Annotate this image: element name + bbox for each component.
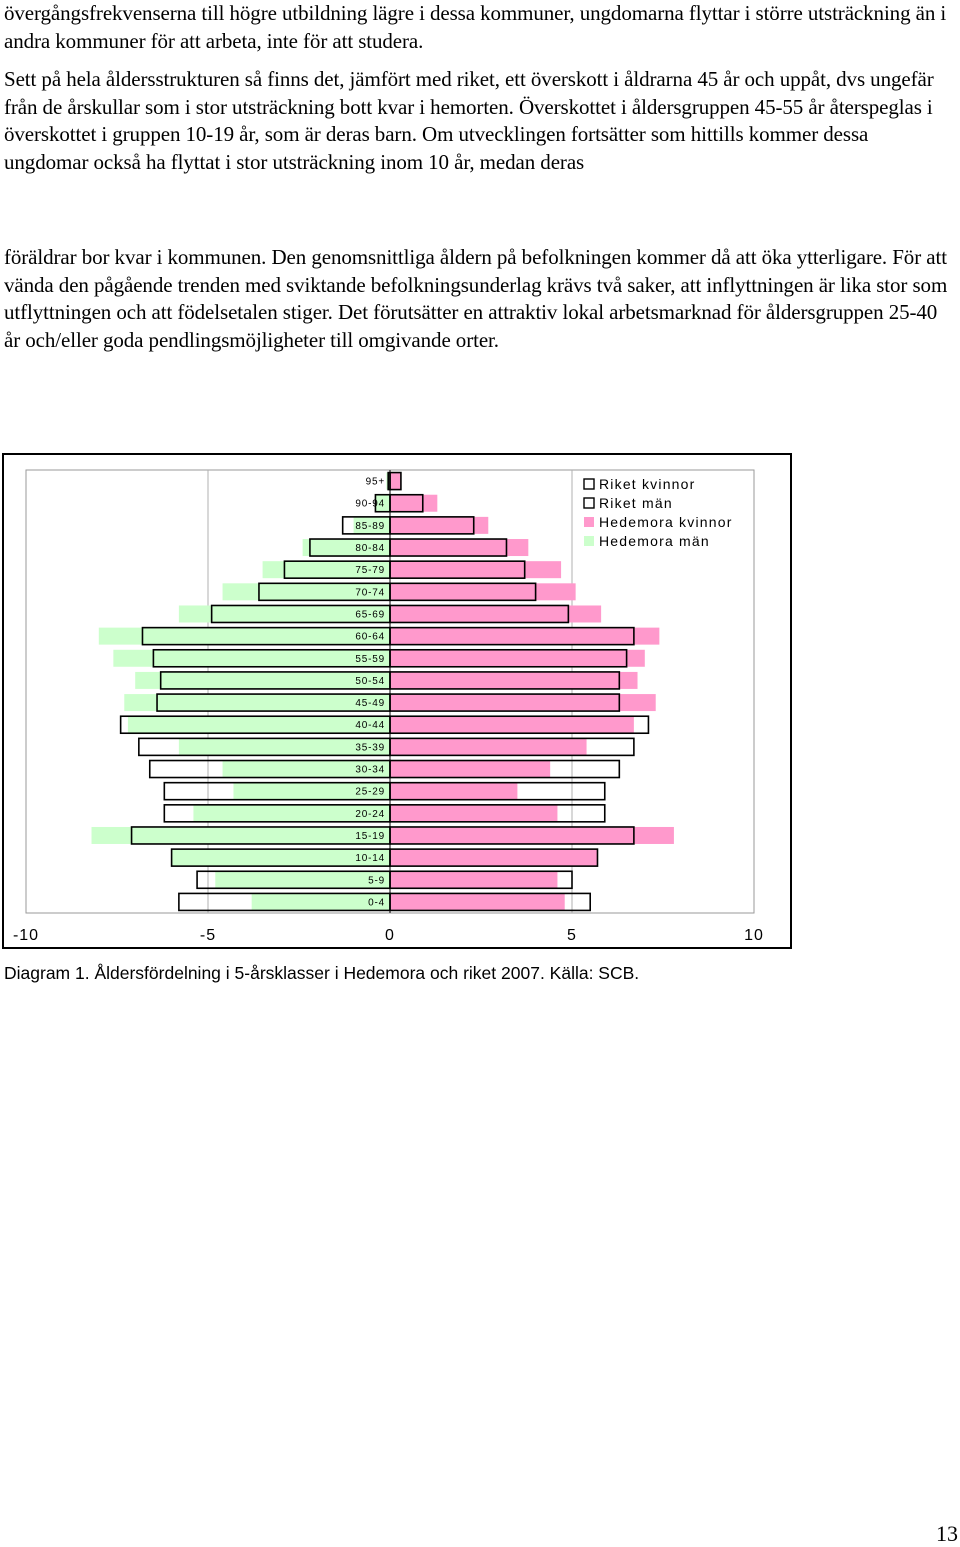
bar-hedemora-man-13 (222, 760, 390, 778)
age-label-12: 35-39 (355, 742, 385, 753)
population-pyramid-chart: 95+90-9485-8980-8475-7970-7465-6960-6455… (13, 469, 764, 944)
bar-hedemora-kvinnor-7 (390, 627, 660, 645)
paragraph-1: övergångsfrekvenserna till högre utbildn… (4, 1, 947, 53)
bar-hedemora-man-5 (222, 583, 390, 601)
x-tick-label-4: 10 (744, 927, 764, 944)
figure-caption: Diagram 1. Åldersfördelning i 5-årsklass… (4, 963, 640, 983)
x-tick-label-0: -10 (13, 927, 39, 944)
bar-hedemora-kvinnor-2 (390, 516, 489, 534)
age-label-6: 65-69 (355, 609, 385, 620)
page-number: 13 (936, 1521, 958, 1546)
bar-hedemora-man-19 (251, 893, 390, 911)
age-label-4: 75-79 (355, 565, 385, 576)
age-label-15: 20-24 (355, 809, 385, 820)
bar-hedemora-man-7 (98, 627, 391, 645)
bar-hedemora-man-15 (193, 804, 390, 822)
bar-hedemora-man-16 (91, 826, 391, 844)
bar-hedemora-kvinnor-8 (390, 649, 645, 667)
x-tick-label-3: 5 (567, 927, 577, 944)
age-label-10: 45-49 (355, 698, 385, 709)
bar-hedemora-kvinnor-14 (390, 782, 518, 800)
bar-hedemora-kvinnor-18 (390, 871, 558, 889)
bar-hedemora-man-17 (171, 849, 390, 867)
age-label-0: 95+ (366, 477, 385, 488)
legend-label-3: Hedemora män (599, 533, 710, 549)
age-label-9: 50-54 (355, 676, 385, 687)
age-label-14: 25-29 (355, 787, 385, 798)
legend-swatch-2 (584, 517, 594, 527)
age-label-16: 15-19 (355, 831, 385, 842)
x-tick-label-2: 0 (385, 927, 395, 944)
bar-hedemora-man-11 (127, 716, 391, 734)
bar-hedemora-kvinnor-5 (390, 583, 576, 601)
legend-label-2: Hedemora kvinnor (599, 514, 733, 530)
legend-swatch-3 (584, 536, 594, 546)
age-label-11: 40-44 (355, 720, 385, 731)
age-label-18: 5-9 (368, 875, 385, 886)
age-label-5: 70-74 (355, 587, 385, 598)
bar-hedemora-man-18 (215, 871, 390, 889)
legend-swatch-1 (583, 497, 595, 509)
bar-hedemora-man-10 (124, 694, 390, 712)
bar-hedemora-kvinnor-9 (390, 671, 638, 689)
bar-hedemora-kvinnor-4 (390, 561, 562, 579)
bar-hedemora-kvinnor-3 (390, 539, 529, 557)
bar-hedemora-kvinnor-13 (390, 760, 551, 778)
bar-hedemora-kvinnor-11 (390, 716, 634, 734)
bar-hedemora-man-4 (262, 561, 390, 579)
age-label-17: 10-14 (355, 853, 385, 864)
bar-hedemora-kvinnor-0 (390, 472, 401, 490)
bar-hedemora-kvinnor-16 (390, 826, 674, 844)
chart-frame: 95+ 90-94 85-89 80-84 75-79 70-74 65-69 60-64 55… (2, 453, 792, 949)
bar-hedemora-man-9 (135, 671, 390, 689)
paragraph-2: Sett på hela åldersstrukturen så finns d… (4, 67, 934, 174)
bar-hedemora-man-1 (375, 494, 390, 512)
bar-hedemora-kvinnor-15 (390, 804, 558, 822)
age-label-19: 0-4 (368, 897, 385, 908)
bar-hedemora-man-12 (178, 738, 390, 756)
bar-hedemora-man-6 (178, 605, 390, 623)
age-label-2: 85-89 (355, 521, 385, 532)
age-label-8: 55-59 (355, 654, 385, 665)
bar-hedemora-man-8 (113, 649, 391, 667)
age-label-3: 80-84 (355, 543, 385, 554)
bar-hedemora-kvinnor-1 (390, 494, 438, 512)
paragraph-3: föräldrar bor kvar i kommunen. Den genom… (4, 245, 948, 352)
legend-swatch-0 (583, 478, 595, 490)
legend-label-0: Riket kvinnor (599, 476, 696, 492)
bar-hedemora-man-14 (233, 782, 390, 800)
bar-hedemora-kvinnor-10 (390, 694, 656, 712)
age-label-1: 90-94 (355, 499, 385, 510)
age-label-7: 60-64 (355, 632, 385, 643)
bar-hedemora-man-2 (353, 516, 390, 534)
legend-label-1: Riket män (599, 495, 673, 511)
bar-hedemora-kvinnor-19 (390, 893, 565, 911)
bar-hedemora-kvinnor-12 (390, 738, 587, 756)
x-tick-label-1: -5 (200, 927, 216, 944)
bar-hedemora-kvinnor-6 (390, 605, 602, 623)
bar-hedemora-man-3 (302, 539, 390, 557)
age-label-13: 30-34 (355, 765, 385, 776)
bar-hedemora-kvinnor-17 (390, 849, 598, 867)
